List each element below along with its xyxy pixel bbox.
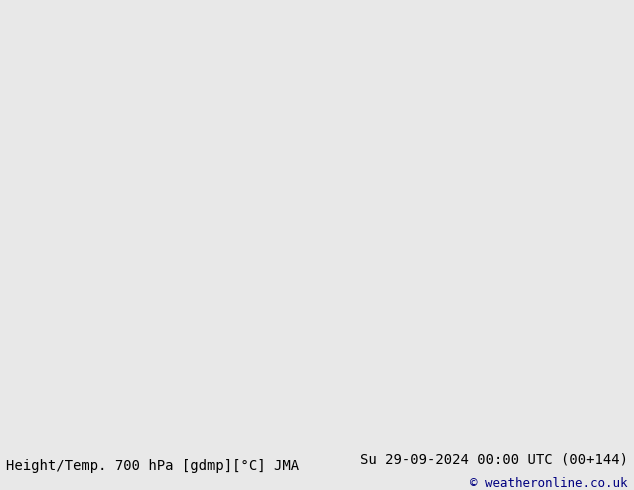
Text: Su 29-09-2024 00:00 UTC (00+144): Su 29-09-2024 00:00 UTC (00+144) xyxy=(359,452,628,466)
Text: © weatheronline.co.uk: © weatheronline.co.uk xyxy=(470,477,628,490)
Text: Height/Temp. 700 hPa [gdmp][°C] JMA: Height/Temp. 700 hPa [gdmp][°C] JMA xyxy=(6,459,299,473)
